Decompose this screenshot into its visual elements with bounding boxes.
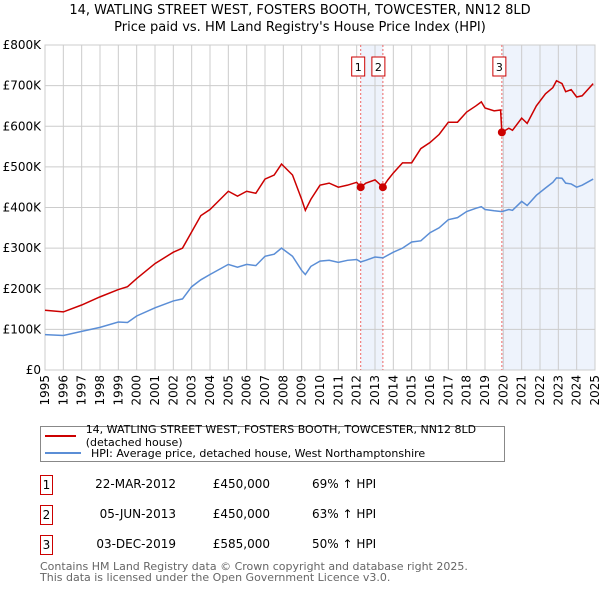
y-tick-label: £400K — [3, 201, 43, 215]
sale-number: 1 — [40, 475, 53, 495]
x-tick-label: 2004 — [203, 375, 217, 406]
y-tick-label: £200K — [3, 282, 43, 296]
sale-marker-box — [371, 56, 386, 77]
x-tick-label: 1999 — [111, 375, 125, 406]
x-tick-label: 2013 — [368, 375, 382, 406]
sale-point — [497, 128, 506, 137]
x-tick-label: 2021 — [515, 375, 529, 406]
y-tick-label: £600K — [3, 119, 43, 133]
x-tick-label: 2001 — [148, 375, 162, 406]
x-tick-label: 2024 — [570, 375, 584, 406]
plot-border — [44, 44, 596, 371]
x-tick-label: 2025 — [588, 375, 600, 406]
sale-number: 3 — [40, 535, 53, 555]
sale-point — [378, 183, 387, 192]
sale-number: 2 — [40, 505, 53, 525]
sale-price: £585,000 — [212, 537, 270, 551]
x-tick-label: 2017 — [441, 375, 455, 406]
sale-marker-label: 2 — [375, 61, 382, 74]
x-tick-label: 2008 — [276, 375, 290, 406]
footer-line: This data is licensed under the Open Gov… — [40, 571, 391, 584]
x-tick-label: 1995 — [38, 375, 52, 406]
sale-price: £450,000 — [212, 477, 270, 491]
sale-hpi-diff: 63% ↑ HPI — [312, 507, 377, 521]
x-tick-label: 2000 — [130, 375, 144, 406]
footer: Contains HM Land Registry data © Crown c… — [40, 561, 468, 583]
legend-item-hpi: HPI: Average price, detached house, West… — [41, 445, 425, 461]
x-tick-label: 2010 — [313, 375, 327, 406]
y-tick-label: £100K — [3, 322, 43, 336]
sale-hpi-diff: 69% ↑ HPI — [312, 477, 377, 491]
x-tick-label: 2014 — [386, 375, 400, 406]
x-tick-label: 2005 — [221, 375, 235, 406]
legend-swatch-hpi — [45, 452, 81, 454]
x-tick-label: 2007 — [258, 375, 272, 406]
x-tick-label: 2015 — [405, 375, 419, 406]
x-tick-label: 2006 — [240, 375, 254, 406]
x-tick-label: 2012 — [350, 375, 364, 406]
legend: 14, WATLING STREET WEST, FOSTERS BOOTH, … — [40, 423, 505, 462]
hpi-line — [44, 177, 594, 337]
y-tick-label: £500K — [3, 160, 43, 174]
y-tick-label: £800K — [3, 38, 43, 52]
legend-label-property: 14, WATLING STREET WEST, FOSTERS BOOTH, … — [85, 423, 477, 449]
x-tick-label: 2019 — [478, 375, 492, 406]
sale-marker-box — [492, 56, 507, 77]
legend-item-property: 14, WATLING STREET WEST, FOSTERS BOOTH, … — [41, 423, 504, 449]
sale-marker-label: 1 — [355, 61, 362, 74]
x-tick-label: 2016 — [423, 375, 437, 406]
x-tick-label: 1996 — [56, 375, 70, 406]
sale-date: 05-JUN-2013 — [99, 507, 176, 521]
property-price-line — [44, 79, 594, 313]
sale-price: £450,000 — [212, 507, 270, 521]
y-tick-label: £700K — [3, 79, 43, 93]
x-tick-label: 2002 — [166, 375, 180, 406]
x-tick-label: 1998 — [93, 375, 107, 406]
legend-swatch-property — [45, 435, 76, 437]
x-tick-label: 2003 — [185, 375, 199, 406]
x-tick-label: 2023 — [551, 375, 565, 406]
x-tick-label: 1997 — [75, 375, 89, 406]
y-tick-label: £0 — [26, 363, 41, 377]
chart-subtitle: Price paid vs. HM Land Registry's House … — [114, 20, 486, 35]
x-tick-label: 2011 — [331, 375, 345, 406]
x-tick-label: 2009 — [295, 375, 309, 406]
legend-label-hpi: HPI: Average price, detached house, West… — [91, 446, 426, 460]
sale-date: 22-MAR-2012 — [95, 477, 176, 491]
sale-marker-box — [351, 56, 366, 77]
x-tick-label: 2018 — [460, 375, 474, 406]
y-tick-label: £300K — [3, 241, 43, 255]
sale-point — [356, 183, 365, 192]
sale-hpi-diff: 50% ↑ HPI — [312, 537, 377, 551]
sale-marker-label: 3 — [496, 61, 503, 74]
footer-line: Contains HM Land Registry data © Crown c… — [40, 560, 468, 573]
x-tick-label: 2022 — [533, 375, 547, 406]
chart-title: 14, WATLING STREET WEST, FOSTERS BOOTH, … — [69, 3, 531, 18]
x-tick-label: 2020 — [496, 375, 510, 406]
plot-area: £0 £100K £200K £300K £400K £500K £600K £700K £80… — [3, 38, 600, 406]
sale-date: 03-DEC-2019 — [96, 537, 176, 551]
